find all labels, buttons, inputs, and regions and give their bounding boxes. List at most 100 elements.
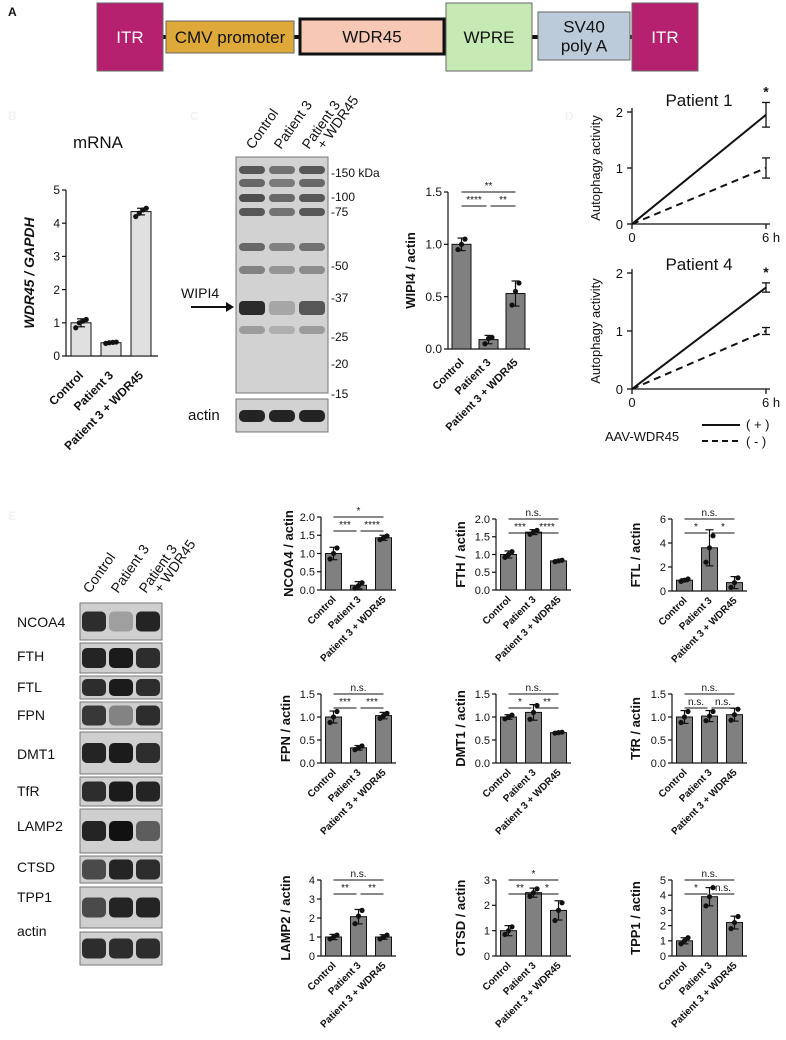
construct-label-4-1: poly A: [561, 37, 608, 56]
blot-b-band: [239, 194, 265, 202]
autophagy-legend: AAV-WDR45 ( + ) ( - ): [605, 417, 769, 449]
ncoa4-y-label: NCOA4 / actin: [281, 510, 296, 597]
blot-b-band: [299, 243, 325, 251]
blot-d-band: [136, 781, 160, 802]
wipi4-point: [489, 334, 495, 341]
blot-b-marker-2: -75: [331, 205, 349, 219]
lamp2-sig-label: **: [341, 883, 349, 894]
patient1-x-tick-label: 0: [628, 230, 635, 245]
ftl-y-label: FTL / actin: [628, 523, 643, 588]
construct-box-wdr45-2: [298, 17, 446, 56]
lamp2-sig-label: n.s.: [350, 869, 366, 880]
fpn-sig-label: ***: [366, 697, 378, 708]
fth-point: [502, 554, 508, 560]
ftl-point: [731, 580, 738, 586]
lamp2-point: [352, 921, 358, 927]
blot-d-band: [109, 679, 133, 696]
lamp2-tick-label: 4: [309, 875, 315, 887]
patient4-sig-label: *: [763, 264, 769, 280]
dmt1-tick-label: 0.0: [475, 758, 490, 770]
patient1-series-minus: [631, 167, 767, 225]
ncoa4-sig-label: ****: [364, 520, 380, 531]
patient4-tick-label: 2: [616, 266, 623, 281]
dmt1-point: [534, 702, 540, 709]
blot-d-band: [136, 938, 160, 959]
tpp1-tick-label: 5: [660, 875, 666, 887]
wipi4-point: [512, 288, 519, 295]
tpp1-y-label: TPP1 / actin: [628, 881, 643, 955]
blot-b-band: [299, 301, 325, 315]
patient4-tick-label: 1: [616, 324, 623, 339]
blot-d-band: [109, 821, 133, 841]
blot-d-band: [82, 859, 106, 880]
blot-d-band: [109, 611, 133, 632]
blot-b-band: [269, 326, 295, 334]
ctsd-sig-label: **: [516, 883, 524, 894]
mrna-point: [83, 316, 89, 323]
ctsd-sig-label: *: [532, 869, 536, 880]
ftl-tick-label: 2: [660, 562, 666, 574]
blot-d-band: [82, 743, 106, 763]
ncoa4-tick-label: 1.5: [300, 530, 315, 542]
legend-title: AAV-WDR45: [605, 429, 679, 444]
patient1-sig-label: *: [763, 83, 769, 99]
blot-b-actin-band: [299, 410, 325, 422]
fpn-tick-label: 0.0: [300, 758, 315, 770]
construct-label-1-0: CMV promoter: [175, 28, 286, 47]
tpp1-tick-label: 2: [660, 920, 666, 932]
tfr-point: [735, 706, 741, 712]
blot-d-row-label-ncoa4: NCOA4: [17, 614, 65, 630]
mrna-tick-label: 5: [53, 183, 60, 197]
patient1-series-plus: [631, 114, 767, 225]
mrna-point: [136, 210, 142, 216]
lamp2-sig-label: **: [368, 883, 376, 894]
blot-d-band: [136, 897, 160, 918]
ctsd-tick-label: 1: [484, 926, 490, 938]
mrna-tick-label: 0: [53, 349, 60, 363]
ncoa4-sig-label: *: [357, 506, 361, 517]
construct-box-itr-0: [96, 2, 164, 72]
tfr-sig-label: n.s.: [688, 697, 704, 708]
ctsd-point: [534, 886, 540, 892]
lamp2-point: [359, 907, 365, 914]
dmt1-sig-label: n.s.: [525, 683, 541, 694]
lamp2-tick-label: 3: [309, 894, 315, 906]
fth-tick-label: 1.5: [475, 532, 490, 544]
dmt1-tick-label: 1.0: [475, 712, 490, 724]
ncoa4-bar-2: [375, 537, 392, 591]
construct-box-itr-5: [631, 2, 699, 72]
blot-b-band: [239, 266, 265, 274]
tpp1-point: [678, 941, 684, 947]
blot-b-marker-6: -20: [331, 357, 349, 371]
tfr-point: [728, 717, 734, 723]
tfr-point: [703, 718, 709, 724]
tpp1-point: [685, 935, 691, 941]
blot-d-band: [136, 743, 160, 763]
fpn-tick-label: 1.5: [300, 689, 315, 701]
tfr-bar-1: [701, 715, 718, 764]
ncoa4-tick-label: 1.0: [300, 548, 315, 560]
lamp2-point: [355, 913, 362, 919]
blot-b-band: [239, 301, 265, 315]
tfr-bar-2: [726, 714, 743, 764]
wipi4-tick-label: 1.0: [425, 238, 442, 252]
ftl-tick-label: 0: [660, 586, 666, 598]
ftl-tick-label: 4: [660, 538, 666, 550]
patient4-series-minus: [631, 330, 767, 390]
blot-b-band: [239, 179, 265, 187]
fth-point: [509, 549, 515, 555]
wipi4-sig-label: **: [499, 195, 507, 206]
patient4-y-label: Autophagy activity: [588, 278, 603, 384]
blot-b-band: [239, 243, 265, 251]
panel-letter-e: E: [8, 509, 16, 523]
tpp1-point: [735, 913, 741, 920]
ftl-point: [703, 559, 709, 565]
fpn-y-label: FPN / actin: [278, 695, 293, 762]
wipi4-point: [455, 246, 461, 253]
patient1-tick-label: 2: [616, 105, 623, 120]
patient1-title: Patient 1: [665, 91, 732, 110]
blot-d-band: [109, 648, 133, 668]
tfr-point: [685, 708, 691, 715]
tfr-point: [731, 712, 738, 718]
